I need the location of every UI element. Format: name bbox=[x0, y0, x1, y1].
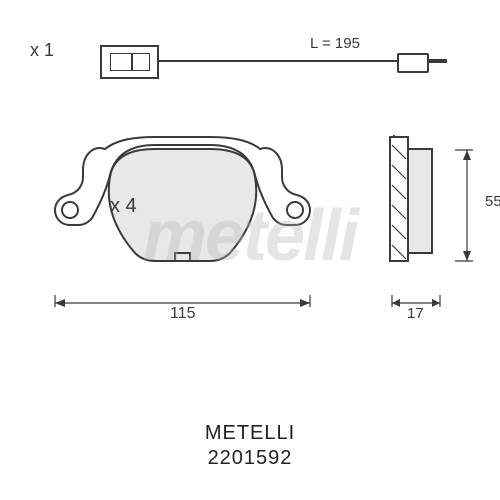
wire-sensor-diagram: x 1 L = 195 bbox=[30, 40, 460, 90]
technical-drawing: x 1 L = 195 x 4 bbox=[20, 20, 480, 360]
wire-tip-icon bbox=[427, 59, 447, 63]
connector-icon bbox=[100, 45, 159, 79]
width-dimension: 115 bbox=[50, 295, 315, 323]
thickness-dimension: 17 bbox=[390, 295, 442, 323]
wire-line bbox=[157, 60, 397, 62]
brand-name: METELLI bbox=[0, 422, 500, 445]
thickness-value: 17 bbox=[407, 305, 424, 322]
height-dimension: 55.5 bbox=[455, 148, 485, 263]
product-info: METELLI 2201592 bbox=[0, 422, 500, 470]
wire-length-label: L = 195 bbox=[310, 35, 360, 52]
wire-cap-icon bbox=[397, 53, 429, 73]
width-value: 115 bbox=[170, 305, 196, 323]
brake-pad-side-view bbox=[380, 135, 450, 270]
diagram-container: x 1 L = 195 x 4 bbox=[0, 0, 500, 500]
pad-qty-label: x 4 bbox=[110, 195, 137, 218]
brake-pad-front-view: x 4 bbox=[50, 135, 315, 270]
wire-qty-label: x 1 bbox=[30, 40, 54, 60]
height-value: 55.5 bbox=[485, 193, 500, 210]
part-number: 2201592 bbox=[0, 447, 500, 470]
